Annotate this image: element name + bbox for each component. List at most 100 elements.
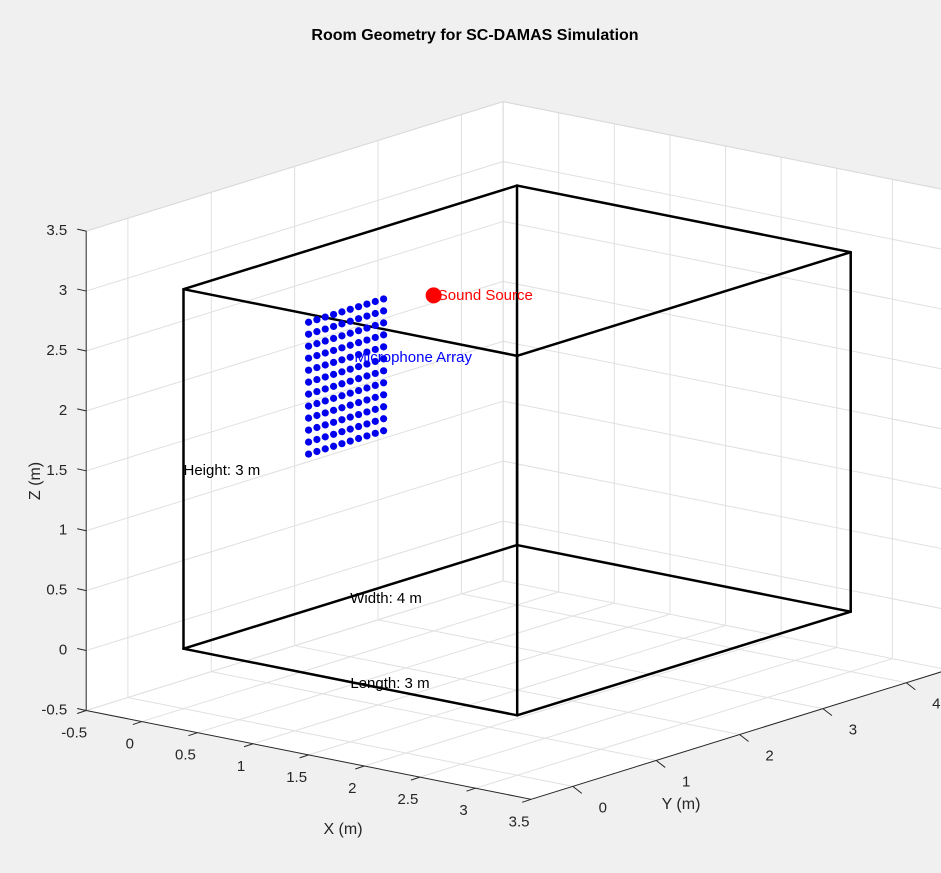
- microphone-point: [313, 375, 321, 384]
- microphone-point: [354, 363, 363, 371]
- x-tick-label: 2: [348, 780, 356, 797]
- microphone-point: [380, 367, 388, 375]
- microphone-point: [363, 384, 371, 392]
- x-tick-mark: [243, 743, 254, 748]
- microphone-point: [338, 404, 346, 412]
- microphone-point: [346, 377, 354, 385]
- microphone-point: [304, 402, 313, 410]
- microphone-point: [329, 310, 338, 319]
- z-tick-mark: [77, 648, 87, 652]
- z-tick-label: 0: [59, 642, 67, 659]
- z-axis-label: Z (m): [27, 462, 44, 500]
- y-tick-mark: [822, 708, 833, 717]
- grid-line-z-right: [502, 520, 941, 609]
- z-tick-label: 0.5: [46, 582, 67, 599]
- microphone-point: [338, 428, 346, 436]
- microphone-point: [321, 433, 329, 441]
- microphone-point: [329, 334, 338, 343]
- grid-line-z-left: [86, 161, 504, 292]
- grid-line-z-left: [86, 580, 504, 711]
- grid-line-z-right: [502, 580, 941, 669]
- microphone-point: [363, 432, 371, 440]
- z-tick-mark: [77, 468, 87, 472]
- microphone-point: [354, 315, 363, 323]
- microphone-point: [371, 321, 379, 330]
- z-tick-label: -0.5: [41, 701, 67, 718]
- microphone-point: [380, 307, 388, 315]
- x-tick-mark: [410, 776, 421, 781]
- x-tick-mark: [521, 798, 532, 803]
- grid-line-z-right: [502, 460, 941, 550]
- microphone-point: [380, 415, 388, 423]
- grid-line-z-right: [502, 400, 941, 490]
- microphone-point: [338, 380, 346, 388]
- microphone-point: [380, 319, 388, 327]
- grid-line-y-floor: [461, 593, 907, 684]
- microphone-point: [313, 363, 321, 372]
- grid-line-z-left: [86, 340, 504, 472]
- z-tick-mark: [77, 288, 87, 292]
- floor-pane: [86, 580, 941, 800]
- microphone-point: [338, 332, 346, 340]
- microphone-point: [313, 340, 321, 348]
- microphone-point: [313, 387, 321, 396]
- microphone-point: [371, 309, 379, 318]
- z-tick-label: 2.5: [46, 342, 67, 359]
- x-tick-mark: [132, 721, 142, 726]
- microphone-point: [380, 403, 388, 411]
- microphone-point: [304, 318, 313, 326]
- microphone-point: [346, 317, 354, 325]
- x-tick-mark: [299, 754, 309, 759]
- microphone-point: [338, 368, 346, 376]
- microphone-point: [329, 346, 338, 355]
- microphone-point: [313, 399, 321, 408]
- sound-source-marker: [425, 287, 442, 304]
- microphone-point: [380, 343, 388, 351]
- microphone-point: [363, 420, 371, 428]
- microphone-point: [380, 379, 388, 387]
- sound-source: [425, 287, 442, 304]
- x-tick-label: 3: [459, 802, 467, 819]
- microphone-point: [338, 344, 346, 352]
- microphone-point: [346, 401, 354, 409]
- microphone-point: [304, 342, 313, 350]
- microphone-point: [363, 312, 371, 320]
- z-tick-label: 2: [59, 402, 67, 419]
- tick-marks: [77, 228, 916, 803]
- x-tick-label: 2.5: [397, 791, 418, 808]
- microphone-point: [354, 339, 363, 347]
- microphone-point: [321, 409, 329, 417]
- microphone-point: [371, 297, 379, 306]
- microphone-point: [346, 329, 354, 337]
- y-tick-label: 1: [682, 773, 690, 790]
- microphone-point: [329, 430, 338, 438]
- microphone-array-label: Microphone Array: [354, 349, 472, 366]
- microphone-point: [304, 414, 313, 422]
- microphone-point: [354, 351, 363, 359]
- room-edge: [515, 184, 852, 254]
- microphone-point: [321, 421, 329, 429]
- microphone-point: [304, 354, 313, 362]
- microphone-point: [313, 447, 321, 456]
- x-axis-label: X (m): [323, 821, 362, 838]
- z-tick-label: 3.5: [46, 222, 67, 239]
- microphone-point: [363, 336, 371, 344]
- tick-labels: -0.5 0 0.5 1 1.5 2 2.5 3 3.5 0 1 2 3 4 -0.5 0 0.5 1 1.5 2 2.…: [41, 222, 940, 830]
- microphone-point: [371, 405, 379, 413]
- microphone-point: [321, 445, 329, 453]
- x-tick-label: 0: [126, 736, 134, 753]
- microphone-point: [338, 440, 346, 448]
- x-tick-mark: [77, 709, 87, 714]
- microphone-point: [371, 393, 379, 401]
- microphone-point: [354, 398, 363, 407]
- grid-line-y-floor: [211, 671, 657, 761]
- microphone-point: [363, 372, 371, 380]
- z-tick-mark: [77, 348, 87, 352]
- annotations: Sound Source Microphone Array Length: 3 m W…: [184, 287, 533, 692]
- microphone-point: [380, 331, 388, 339]
- microphone-point: [363, 324, 371, 332]
- x-tick-label: 1: [237, 758, 245, 775]
- pane-edge: [86, 101, 504, 232]
- microphone-point: [304, 330, 313, 338]
